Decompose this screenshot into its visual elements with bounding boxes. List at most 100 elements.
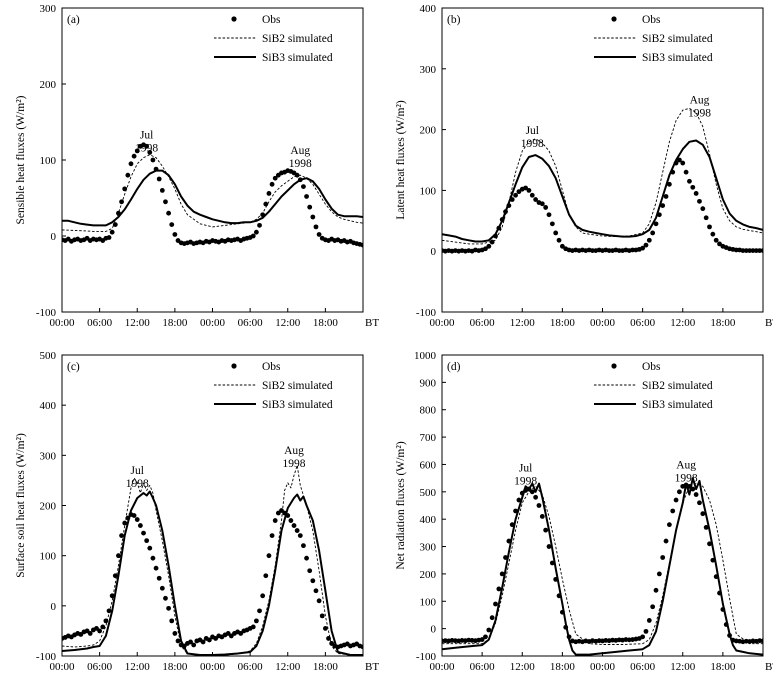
obs-point: [159, 585, 165, 591]
obs-point: [653, 221, 659, 227]
obs-point: [539, 201, 545, 207]
x-tick-label: 18:00: [162, 661, 188, 673]
obs-point: [760, 248, 763, 253]
annotation-label: 1998: [688, 107, 711, 119]
obs-point: [188, 639, 193, 645]
obs-point: [134, 517, 140, 522]
y-tick-label: 0: [51, 231, 57, 243]
obs-point: [266, 191, 272, 196]
obs-point: [666, 181, 672, 187]
obs-point: [643, 628, 649, 634]
obs-point: [697, 198, 702, 204]
legend-label: SiB2 simulated: [262, 380, 333, 392]
data-layer: [62, 464, 363, 656]
x-tick-label: 06:00: [238, 661, 264, 673]
obs-point: [479, 637, 485, 642]
obs-point: [663, 194, 669, 199]
panel-label: (b): [447, 14, 461, 26]
legend-label: SiB3 simulated: [642, 399, 713, 411]
obs-point: [663, 538, 669, 544]
x-tick-label: 06:00: [87, 317, 113, 329]
x-tick-label: BT: [765, 661, 773, 673]
obs-point: [660, 555, 666, 560]
obs-point: [141, 530, 146, 536]
y-tick-label: 0: [51, 601, 57, 613]
obs-point: [301, 184, 306, 190]
obs-point: [700, 511, 706, 517]
obs-point: [266, 553, 272, 559]
obs-point: [546, 544, 552, 549]
annotation-label: 1998: [135, 143, 158, 155]
obs-point: [700, 206, 706, 212]
annotation-label: Aug: [290, 145, 310, 157]
sib2-line: [442, 107, 763, 245]
data-layer: [62, 142, 363, 248]
obs-point: [272, 175, 278, 181]
obs-point: [200, 639, 206, 645]
obs-point: [253, 229, 259, 235]
y-tick-label: 300: [420, 64, 437, 76]
obs-point: [496, 586, 502, 592]
legend-marker-obs: [231, 16, 237, 22]
sib3-line: [442, 477, 763, 656]
obs-points: [442, 482, 763, 645]
obs-point: [269, 181, 275, 187]
obs-point: [640, 245, 646, 251]
obs-point: [529, 489, 535, 495]
obs-point: [677, 157, 682, 163]
x-tick-label: BT: [365, 317, 379, 329]
obs-point: [486, 243, 492, 249]
obs-point: [150, 555, 156, 561]
y-tick-label: 400: [420, 514, 437, 526]
obs-point: [717, 241, 722, 247]
legend-label: SiB3 simulated: [262, 52, 333, 64]
obs-point: [304, 194, 309, 199]
plot-frame: [441, 354, 764, 657]
obs-point: [483, 246, 488, 252]
annotation-label: 1998: [675, 473, 698, 485]
x-tick-label: 00:00: [49, 317, 75, 329]
obs-point: [169, 222, 175, 228]
y-tick-label: 800: [420, 405, 437, 417]
y-tick-label: 500: [40, 350, 57, 362]
obs-point: [630, 247, 635, 253]
x-tick-label: 18:00: [162, 317, 188, 329]
obs-point: [526, 188, 532, 193]
annotation-label: 1998: [289, 158, 312, 170]
y-tick-label: 300: [40, 450, 57, 462]
x-tick-label: BT: [365, 661, 379, 673]
obs-point: [606, 248, 612, 253]
obs-point: [257, 222, 262, 228]
obs-point: [523, 185, 528, 191]
y-axis-label: Latent heat fluxes (W/m²): [395, 100, 407, 220]
x-tick-label: 00:00: [49, 661, 75, 673]
annotation-label: 1998: [514, 475, 537, 487]
obs-point: [650, 230, 656, 236]
y-tick-label: 0: [431, 246, 437, 258]
obs-point: [159, 188, 165, 193]
annotation-label: Jul: [526, 125, 539, 137]
obs-point: [753, 248, 759, 253]
obs-point: [707, 224, 712, 230]
obs-point: [172, 631, 178, 636]
obs-point: [172, 232, 178, 237]
obs-point: [257, 608, 262, 614]
obs-point: [549, 221, 555, 227]
obs-point: [147, 150, 153, 155]
panel-d: -100 0 100 200 300 400 500 600 700 800 900 1000 00:0…: [395, 350, 773, 673]
obs-point: [134, 148, 140, 154]
obs-point: [556, 237, 562, 243]
obs-points: [62, 508, 363, 650]
x-tick-label: 12:00: [125, 661, 151, 673]
obs-point: [683, 169, 689, 175]
obs-point: [643, 242, 649, 248]
x-tick-label: 00:00: [590, 317, 616, 329]
y-tick-label: -100: [416, 651, 437, 663]
legend-marker-obs: [611, 363, 617, 369]
obs-point: [119, 533, 124, 538]
x-tick-label: 12:00: [670, 317, 696, 329]
annotation-label: 1998: [521, 138, 544, 150]
obs-point: [656, 571, 662, 577]
y-tick-label: 100: [420, 185, 437, 197]
